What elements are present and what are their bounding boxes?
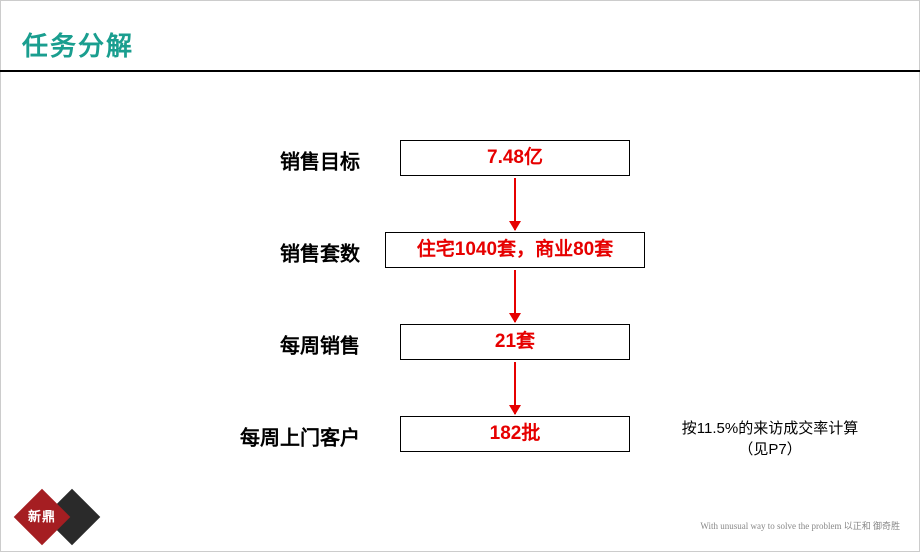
brand-logo: 新鼎 xyxy=(22,492,102,542)
arrow-1 xyxy=(514,178,516,230)
label-sales-target: 销售目标 xyxy=(20,146,360,175)
conversion-note: 按11.5%的来访成交率计算 （见P7） xyxy=(660,418,880,460)
logo-text: 新鼎 xyxy=(22,497,62,537)
flow-row-2: 销售套数 住宅1040套，商业80套 xyxy=(0,232,920,272)
note-line-1: 按11.5%的来访成交率计算 xyxy=(682,420,858,437)
logo-diamond-red: 新鼎 xyxy=(14,489,71,546)
value-weekly-sales: 21套 xyxy=(400,324,630,360)
flow-row-1: 销售目标 7.48亿 xyxy=(0,140,920,180)
footer-slogan: With unusual way to solve the problem 以正… xyxy=(700,519,900,532)
label-weekly-visitors: 每周上门客户 xyxy=(20,422,360,451)
value-sales-count: 住宅1040套，商业80套 xyxy=(385,232,645,268)
label-weekly-sales: 每周销售 xyxy=(20,330,360,359)
page-title: 任务分解 xyxy=(22,26,134,63)
label-sales-count: 销售套数 xyxy=(20,238,360,267)
note-line-2: （见P7） xyxy=(738,441,801,458)
arrow-2 xyxy=(514,270,516,322)
value-weekly-visitors: 182批 xyxy=(400,416,630,452)
arrow-3 xyxy=(514,362,516,414)
value-sales-target: 7.48亿 xyxy=(400,140,630,176)
title-underline xyxy=(0,70,920,72)
flow-row-3: 每周销售 21套 xyxy=(0,324,920,364)
